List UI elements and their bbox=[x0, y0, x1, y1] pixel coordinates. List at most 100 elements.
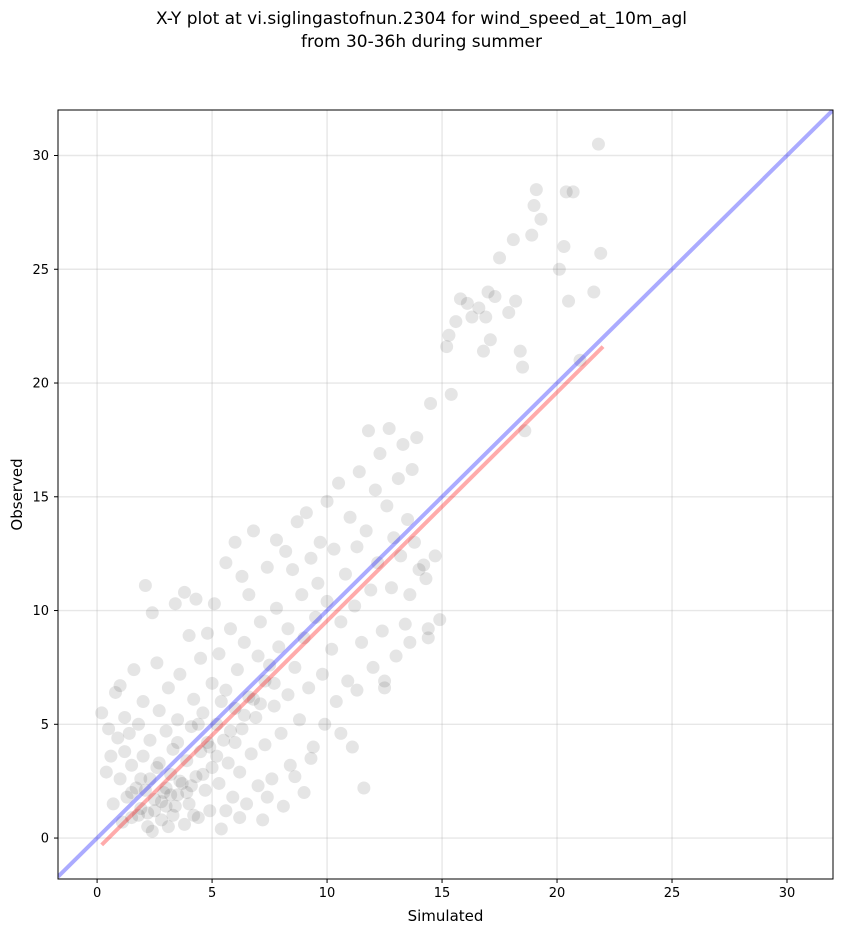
data-point bbox=[212, 647, 226, 661]
data-point bbox=[516, 360, 530, 374]
data-point bbox=[552, 262, 566, 276]
data-point bbox=[189, 592, 203, 606]
data-point bbox=[355, 635, 369, 649]
data-point bbox=[513, 344, 527, 358]
data-point bbox=[223, 724, 237, 738]
data-point bbox=[217, 733, 231, 747]
data-point bbox=[419, 572, 433, 586]
data-point bbox=[573, 353, 587, 367]
data-point bbox=[237, 635, 251, 649]
data-point bbox=[281, 622, 295, 636]
data-point bbox=[196, 706, 210, 720]
data-point bbox=[152, 704, 166, 718]
y-tick-label: 5 bbox=[41, 718, 49, 733]
data-point bbox=[148, 804, 162, 818]
data-point bbox=[295, 588, 309, 602]
data-point bbox=[274, 726, 288, 740]
data-point bbox=[115, 815, 129, 829]
data-point bbox=[518, 424, 532, 438]
data-point bbox=[380, 499, 394, 513]
data-point bbox=[246, 524, 260, 538]
data-point bbox=[352, 465, 366, 479]
data-point bbox=[196, 767, 210, 781]
data-point bbox=[210, 717, 224, 731]
data-point bbox=[403, 635, 417, 649]
data-point bbox=[210, 749, 224, 763]
data-point bbox=[345, 740, 359, 754]
data-point bbox=[203, 740, 217, 754]
data-point bbox=[320, 494, 334, 508]
data-point bbox=[304, 751, 318, 765]
data-point bbox=[166, 808, 180, 822]
data-point bbox=[502, 305, 516, 319]
data-point bbox=[125, 811, 139, 825]
data-point bbox=[361, 424, 375, 438]
data-point bbox=[527, 199, 541, 213]
data-point bbox=[150, 656, 164, 670]
data-point bbox=[591, 137, 605, 151]
data-point bbox=[407, 535, 421, 549]
data-point bbox=[476, 344, 490, 358]
data-point bbox=[198, 783, 212, 797]
data-point bbox=[417, 558, 431, 572]
y-axis-label: Observed bbox=[8, 458, 26, 530]
identity-line bbox=[58, 110, 833, 879]
data-point bbox=[311, 576, 325, 590]
data-point bbox=[134, 772, 148, 786]
data-point bbox=[396, 437, 410, 451]
y-tick-label: 25 bbox=[32, 263, 49, 278]
data-point bbox=[131, 717, 145, 731]
data-point bbox=[442, 328, 456, 342]
data-point bbox=[205, 761, 219, 775]
data-point bbox=[244, 747, 258, 761]
data-point bbox=[341, 674, 355, 688]
data-point bbox=[187, 808, 201, 822]
data-point bbox=[214, 822, 228, 836]
data-point bbox=[242, 588, 256, 602]
data-point bbox=[138, 579, 152, 593]
data-point bbox=[154, 795, 168, 809]
data-point bbox=[559, 185, 573, 199]
data-point bbox=[125, 786, 139, 800]
data-point bbox=[161, 681, 175, 695]
data-point bbox=[253, 697, 267, 711]
data-point bbox=[368, 483, 382, 497]
data-point bbox=[283, 758, 297, 772]
data-point bbox=[127, 663, 141, 677]
data-point bbox=[309, 610, 323, 624]
data-point bbox=[134, 801, 148, 815]
data-point bbox=[509, 294, 523, 308]
data-point bbox=[481, 285, 495, 299]
data-point bbox=[184, 720, 198, 734]
data-point bbox=[483, 333, 497, 347]
plot-frame bbox=[57, 109, 834, 880]
data-point bbox=[203, 804, 217, 818]
data-point bbox=[288, 770, 302, 784]
data-point bbox=[350, 540, 364, 554]
data-point bbox=[157, 786, 171, 800]
data-point bbox=[315, 667, 329, 681]
data-point bbox=[173, 667, 187, 681]
data-point bbox=[292, 713, 306, 727]
data-point bbox=[95, 706, 109, 720]
data-point bbox=[256, 813, 270, 827]
data-point bbox=[389, 649, 403, 663]
data-point bbox=[357, 781, 371, 795]
data-point bbox=[159, 799, 173, 813]
x-tick-label: 0 bbox=[93, 886, 101, 901]
data-point bbox=[138, 783, 152, 797]
data-point bbox=[219, 556, 233, 570]
data-point bbox=[304, 551, 318, 565]
data-point bbox=[334, 615, 348, 629]
data-point bbox=[412, 563, 426, 577]
data-point bbox=[168, 597, 182, 611]
data-point bbox=[433, 613, 447, 627]
x-tick-label: 15 bbox=[434, 886, 451, 901]
data-point bbox=[168, 799, 182, 813]
data-point bbox=[180, 754, 194, 768]
data-point bbox=[175, 776, 189, 790]
data-point bbox=[327, 542, 341, 556]
data-point bbox=[440, 340, 454, 354]
data-point bbox=[136, 749, 150, 763]
